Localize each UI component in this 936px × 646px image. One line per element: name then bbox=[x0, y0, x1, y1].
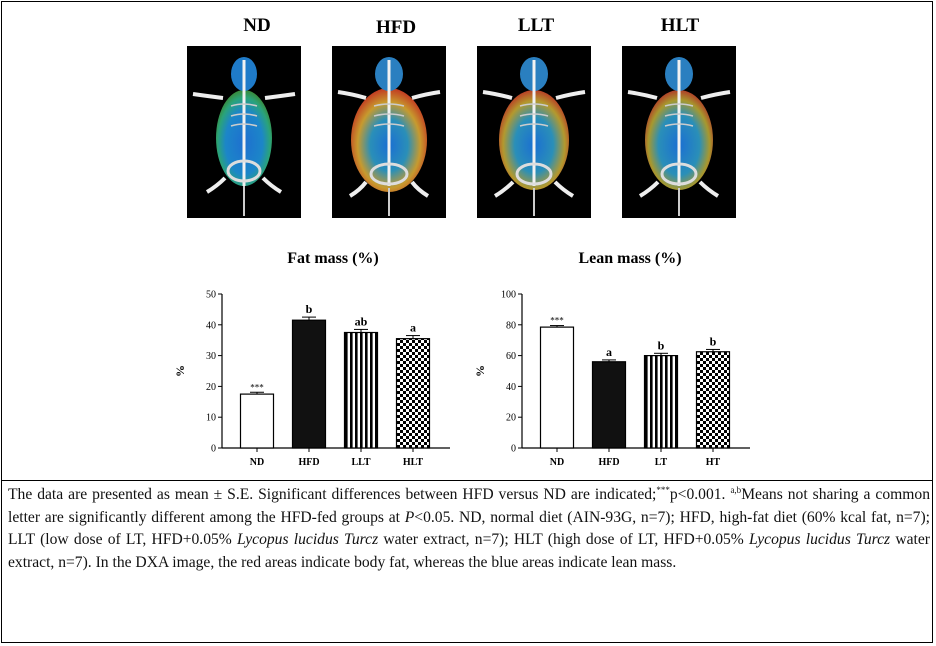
caption-divider bbox=[1, 480, 933, 481]
caption-species: Lycopus lucidus Turcz bbox=[237, 531, 379, 549]
y-tick-label: 0 bbox=[211, 444, 216, 455]
significance-label: a bbox=[606, 345, 612, 359]
y-tick-label: 40 bbox=[206, 320, 216, 331]
y-tick-label: 50 bbox=[206, 290, 216, 301]
caption-part: water extract, n=7); HLT (high dose of L… bbox=[378, 531, 750, 549]
caption-sup: *** bbox=[656, 485, 670, 495]
caption-part: p<0.001. bbox=[669, 486, 731, 503]
bar-ht bbox=[695, 351, 731, 449]
dxa-image-llt bbox=[477, 46, 591, 218]
bar-lt bbox=[643, 354, 679, 449]
caption-italic-p: P bbox=[404, 508, 415, 526]
y-tick-label: 30 bbox=[206, 351, 216, 362]
bar-nd bbox=[239, 393, 275, 449]
y-axis-label: % bbox=[173, 365, 187, 377]
significance-label: *** bbox=[550, 316, 564, 326]
dxa-mouse-figure bbox=[192, 57, 296, 216]
caption-sup: a,b bbox=[730, 485, 742, 495]
group-label-hlt: HLT bbox=[660, 15, 700, 36]
dxa-mouse-figure bbox=[337, 57, 441, 216]
y-axis-label: % bbox=[473, 365, 487, 377]
group-label-llt: LLT bbox=[517, 15, 555, 36]
x-tick-label: HFD bbox=[298, 457, 319, 468]
caption-part: <0.05. ND, normal diet (AIN-93G, n=7); H… bbox=[8, 508, 930, 549]
x-tick-label: ND bbox=[550, 457, 564, 468]
y-tick-label: 20 bbox=[206, 382, 216, 393]
fat-mass-chart: 0 10 20 30 40 50% *** ND b HFD ab LLT a HLT bbox=[173, 290, 450, 468]
lean-mass-title: Lean mass (%) bbox=[578, 250, 682, 267]
group-label-hfd: HFD bbox=[375, 17, 417, 38]
y-tick-label: 80 bbox=[506, 320, 516, 331]
y-tick-label: 40 bbox=[506, 382, 516, 393]
figure-caption: The data are presented as mean ± S.E. Si… bbox=[8, 484, 930, 574]
bar-hfd bbox=[591, 361, 627, 449]
significance-label: b bbox=[710, 334, 717, 348]
y-tick-label: 0 bbox=[511, 444, 516, 455]
caption-part: Means not sharing a common letter are si… bbox=[8, 486, 930, 526]
y-tick-label: 10 bbox=[206, 413, 216, 424]
bar-hlt bbox=[395, 338, 431, 449]
bar-hfd bbox=[291, 319, 327, 449]
dxa-mouse-figure bbox=[482, 57, 586, 216]
x-tick-label: HFD bbox=[598, 457, 619, 468]
bar-nd bbox=[539, 326, 575, 449]
group-label-nd: ND bbox=[243, 15, 271, 36]
significance-label: *** bbox=[250, 382, 264, 392]
significance-label: b bbox=[306, 302, 313, 316]
bar-llt bbox=[343, 331, 379, 449]
x-tick-label: LLT bbox=[351, 457, 370, 468]
dxa-image-hfd bbox=[332, 46, 446, 218]
dxa-image-nd bbox=[187, 46, 301, 218]
caption-species: Lycopus lucidus Turcz bbox=[749, 531, 891, 549]
caption-part: The data are presented as mean ± S.E. Si… bbox=[8, 486, 657, 503]
caption-part: water extract, n=7). In the DXA image, t… bbox=[8, 531, 930, 571]
x-tick-label: ND bbox=[250, 457, 264, 468]
x-tick-label: HT bbox=[706, 457, 721, 468]
y-tick-label: 100 bbox=[501, 290, 516, 301]
x-tick-label: LT bbox=[655, 457, 668, 468]
dxa-image-hlt bbox=[622, 46, 736, 218]
significance-label: a bbox=[410, 321, 416, 335]
significance-label: ab bbox=[355, 314, 368, 328]
fat-mass-title: Fat mass (%) bbox=[287, 250, 379, 267]
significance-label: b bbox=[658, 338, 665, 352]
dxa-mouse-figure bbox=[627, 57, 731, 216]
y-tick-label: 60 bbox=[506, 351, 516, 362]
lean-mass-chart: 0 20 40 60 80 100% *** ND a HFD b LT b HT bbox=[473, 290, 750, 468]
y-tick-label: 20 bbox=[506, 413, 516, 424]
x-tick-label: HLT bbox=[403, 457, 424, 468]
